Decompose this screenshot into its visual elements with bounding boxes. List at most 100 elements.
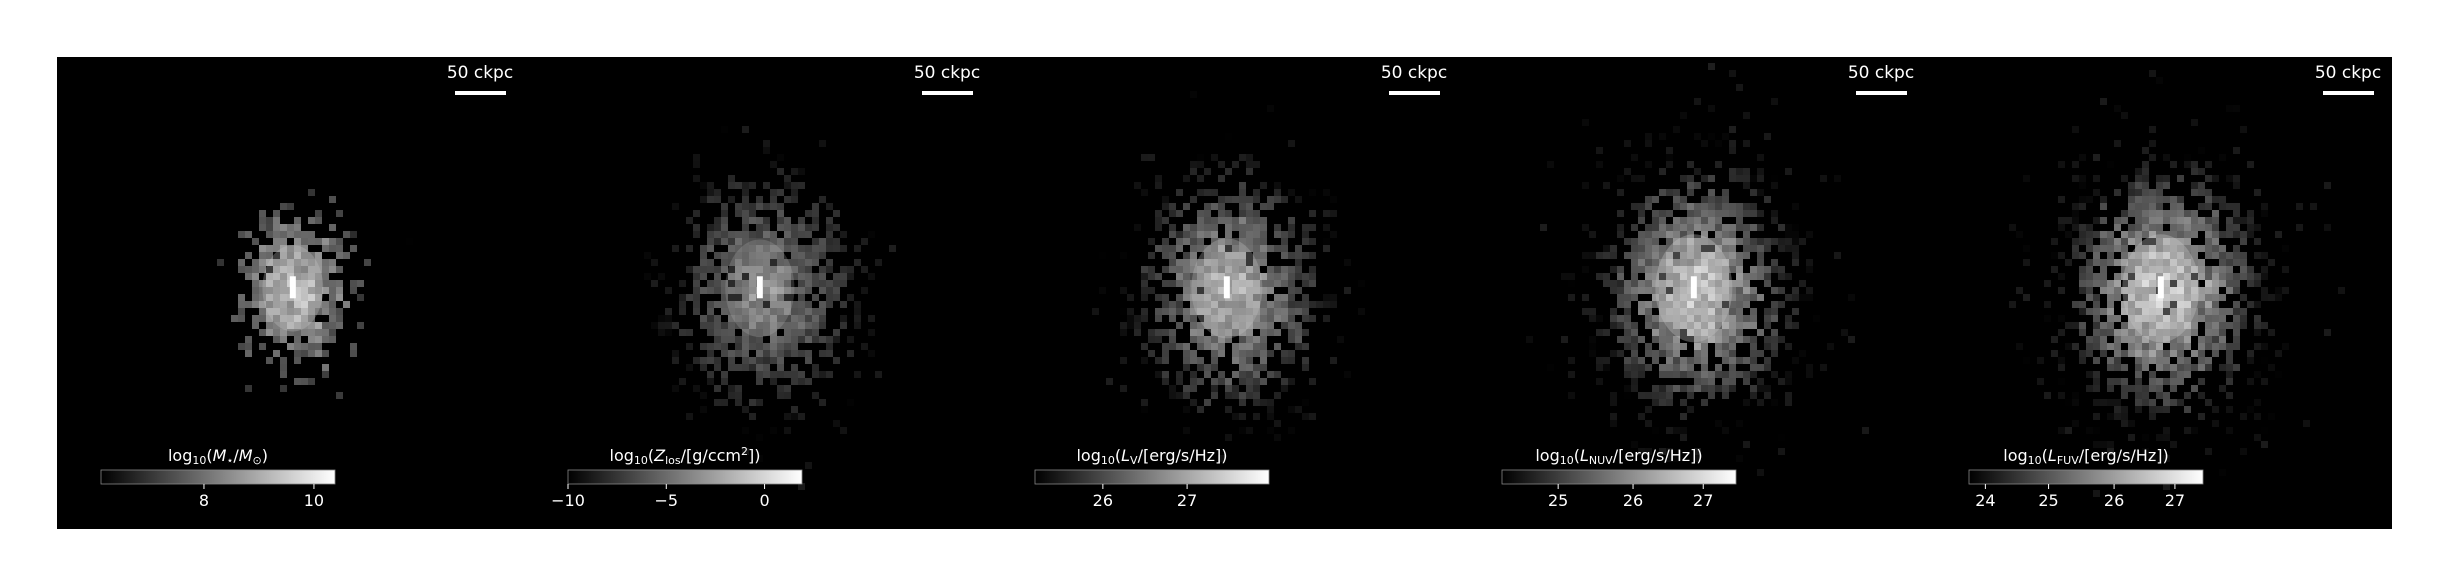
map-pixel xyxy=(2198,147,2205,154)
map-pixel xyxy=(784,427,791,434)
map-pixel xyxy=(1680,196,1687,203)
map-pixel xyxy=(2177,329,2184,336)
map-pixel xyxy=(1260,203,1267,210)
map-pixel xyxy=(791,329,798,336)
map-pixel xyxy=(728,364,735,371)
map-pixel xyxy=(2135,168,2142,175)
map-pixel xyxy=(791,287,798,294)
map-pixel xyxy=(301,329,308,336)
map-pixel xyxy=(1610,245,1617,252)
map-pixel xyxy=(1239,203,1246,210)
map-pixel xyxy=(1589,350,1596,357)
map-pixel xyxy=(1722,238,1729,245)
map-pixel xyxy=(1652,315,1659,322)
map-pixel xyxy=(2163,378,2170,385)
map-pixel xyxy=(2121,420,2128,427)
map-pixel xyxy=(714,336,721,343)
map-pixel xyxy=(1757,329,1764,336)
map-pixel xyxy=(1183,350,1190,357)
map-pixel xyxy=(2254,322,2261,329)
colorbar-tick-label: 26 xyxy=(1623,491,1643,510)
map-pixel xyxy=(1645,406,1652,413)
map-pixel xyxy=(1764,343,1771,350)
map-pixel xyxy=(2198,217,2205,224)
map-pixel xyxy=(2261,203,2268,210)
map-pixel xyxy=(1155,329,1162,336)
colorbar-tick-label: 8 xyxy=(199,491,209,510)
map-pixel xyxy=(1708,371,1715,378)
map-pixel xyxy=(728,357,735,364)
map-pixel xyxy=(280,203,287,210)
map-pixel xyxy=(266,294,273,301)
map-pixel xyxy=(2226,217,2233,224)
map-pixel xyxy=(1631,238,1638,245)
map-pixel xyxy=(280,259,287,266)
map-pixel xyxy=(1589,343,1596,350)
map-pixel xyxy=(2107,280,2114,287)
map-pixel xyxy=(693,175,700,182)
map-pixel xyxy=(1631,329,1638,336)
map-pixel xyxy=(1743,280,1750,287)
map-pixel xyxy=(1610,315,1617,322)
map-pixel xyxy=(2149,140,2156,147)
map-pixel xyxy=(280,266,287,273)
map-pixel xyxy=(1666,238,1673,245)
map-pixel xyxy=(2023,259,2030,266)
map-pixel xyxy=(1673,280,1680,287)
map-pixel xyxy=(1729,378,1736,385)
map-pixel xyxy=(301,287,308,294)
map-pixel xyxy=(1624,315,1631,322)
map-pixel xyxy=(1253,196,1260,203)
map-pixel xyxy=(819,301,826,308)
map-pixel xyxy=(2072,210,2079,217)
map-pixel xyxy=(1736,238,1743,245)
map-pixel xyxy=(1757,245,1764,252)
map-pixel xyxy=(315,287,322,294)
map-pixel xyxy=(1211,322,1218,329)
map-pixel xyxy=(1309,224,1316,231)
map-pixel xyxy=(679,294,686,301)
map-pixel xyxy=(2275,294,2282,301)
map-pixel xyxy=(735,385,742,392)
map-pixel xyxy=(2079,224,2086,231)
map-pixel xyxy=(1225,406,1232,413)
map-pixel xyxy=(2149,406,2156,413)
map-pixel xyxy=(2212,231,2219,238)
map-pixel xyxy=(2226,259,2233,266)
map-pixel xyxy=(1225,301,1232,308)
map-pixel xyxy=(1680,308,1687,315)
scale-bar-label: 50 ckpc xyxy=(914,63,980,83)
map-pixel xyxy=(833,280,840,287)
map-pixel xyxy=(2100,98,2107,105)
map-pixel xyxy=(1701,175,1708,182)
map-pixel xyxy=(1701,336,1708,343)
map-pixel xyxy=(784,259,791,266)
map-pixel xyxy=(2156,357,2163,364)
map-pixel xyxy=(2247,301,2254,308)
map-pixel xyxy=(791,196,798,203)
map-pixel xyxy=(1771,287,1778,294)
map-pixel xyxy=(749,294,756,301)
map-pixel xyxy=(763,308,770,315)
map-pixel xyxy=(1281,245,1288,252)
map-pixel xyxy=(756,343,763,350)
map-pixel xyxy=(273,315,280,322)
map-pixel xyxy=(2142,259,2149,266)
map-pixel xyxy=(2198,413,2205,420)
map-pixel xyxy=(1267,266,1274,273)
map-pixel xyxy=(1778,238,1785,245)
map-pixel xyxy=(1253,259,1260,266)
map-pixel xyxy=(1239,231,1246,238)
map-pixel xyxy=(1708,203,1715,210)
map-pixel xyxy=(1764,280,1771,287)
map-pixel xyxy=(1848,336,1855,343)
map-pixel xyxy=(1673,385,1680,392)
map-pixel xyxy=(1687,357,1694,364)
map-pixel xyxy=(2219,154,2226,161)
map-pixel xyxy=(1806,364,1813,371)
map-pixel xyxy=(1190,224,1197,231)
map-pixel xyxy=(707,378,714,385)
map-pixel xyxy=(2198,189,2205,196)
map-pixel xyxy=(777,350,784,357)
